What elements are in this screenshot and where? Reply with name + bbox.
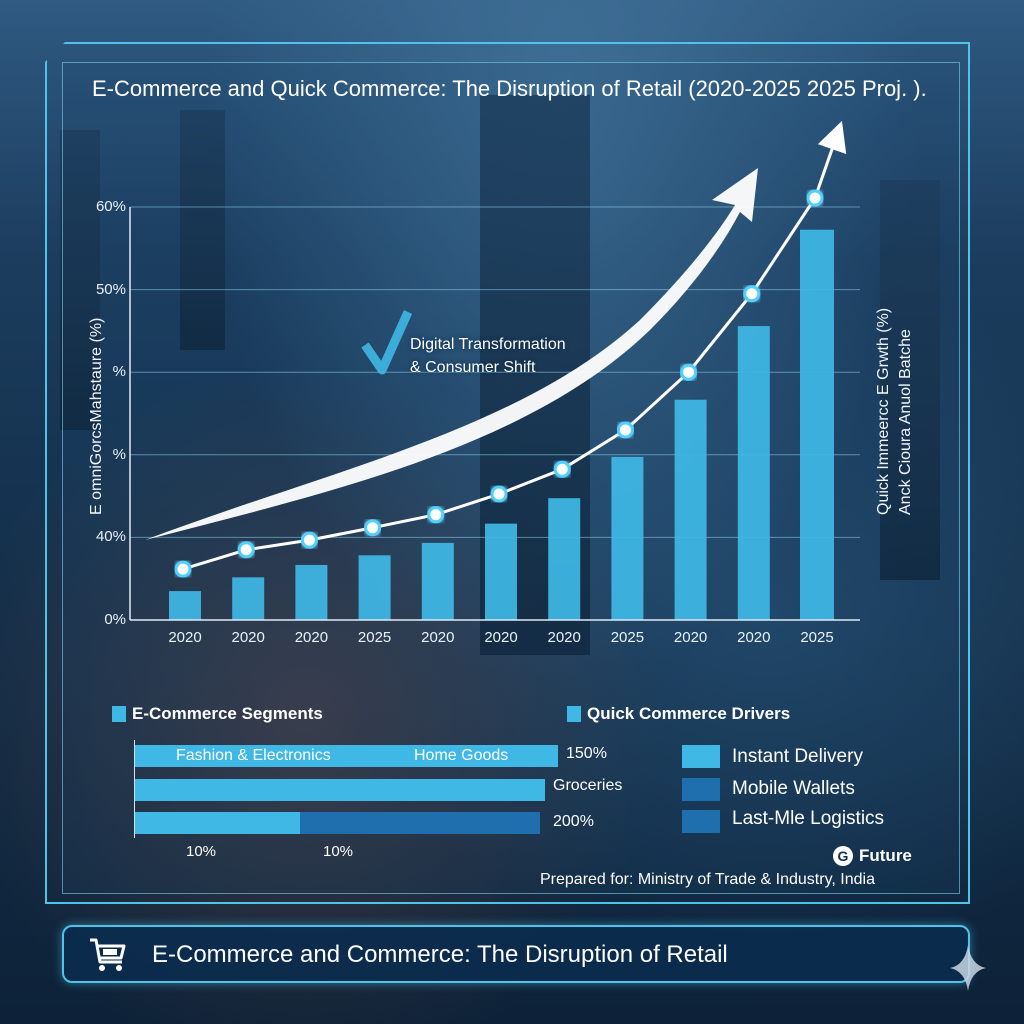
segment-end-label-2: Groceries (553, 777, 623, 794)
line-point (427, 506, 445, 524)
segments-header: E-Commerce Segments (112, 704, 323, 724)
right-axis-title-line1: Quick Immeercc E Grwth (%) (875, 307, 892, 515)
y-tick-label: 60% (95, 198, 126, 215)
right-axis-title-line2: Anck Cioura Anuol Batche (897, 329, 914, 515)
annotation: Digital Transformation & Consumer Shift (410, 333, 566, 379)
x-tick-label: 2020 (168, 629, 202, 646)
drivers-header: Quick Commerce Drivers (567, 704, 790, 724)
x-tick-label: 2025 (610, 629, 645, 646)
y-tick-label: % (112, 363, 126, 381)
segment-axis-label: 10% (186, 843, 217, 860)
outer-frame (45, 42, 970, 904)
shopping-cart-icon (90, 938, 126, 971)
legend-label-last-mile: Last-Mle Logistics (732, 808, 885, 829)
segment-bar-1 (135, 745, 558, 767)
y-tick-label: % (112, 445, 126, 463)
x-tick-label: 2020 (421, 629, 455, 646)
bar (421, 542, 454, 620)
legend-swatch-last-mile (682, 810, 720, 833)
segment-end-label-3: 200% (553, 813, 594, 830)
x-tick-label: 2020 (673, 629, 708, 646)
line-point (680, 363, 698, 381)
growth-line (182, 120, 847, 571)
x-tick-label: 2025 (357, 629, 392, 646)
y-tick-label: 50% (95, 280, 126, 298)
segment-end-label-1: 150% (566, 745, 607, 762)
x-tick-label: 2020 (231, 629, 265, 646)
segment-bar-3-dark (300, 812, 540, 834)
prepared-for: Prepared for: Ministry of Trade & Indust… (540, 871, 875, 888)
x-tick-label: 2020 (484, 629, 518, 646)
footer-banner: E-Commerce and Commerce: The Disruption … (62, 925, 970, 983)
segment-bar-2 (135, 779, 545, 801)
checkmark-icon (361, 310, 413, 375)
annotation-line1: Digital Transformation (410, 336, 566, 353)
segment-label-fashion: Fashion & Electronics (176, 747, 331, 764)
segment-axis-label: 10% (323, 843, 354, 860)
bar (737, 326, 770, 620)
bar (548, 498, 581, 620)
drivers-header-text: Quick Commerce Drivers (587, 704, 791, 723)
brand-logo: G Future (833, 846, 912, 866)
legend-swatch-instant-delivery (682, 745, 720, 768)
line-point (806, 189, 824, 207)
bar (611, 456, 644, 620)
bar (800, 229, 834, 620)
y-tick-label: 0% (104, 611, 126, 628)
segment-bar-3-light (135, 812, 300, 834)
bar (358, 555, 391, 620)
segments-marker-icon (112, 706, 126, 722)
y-axis-title: E omniGorcsMahstaure (%) (88, 317, 105, 515)
bar (232, 577, 265, 620)
annotation-line2: & Consumer Shift (410, 359, 536, 376)
x-tick-label: 2020 (294, 629, 329, 646)
drivers-marker-icon (567, 706, 581, 722)
brand-name: Future (859, 846, 912, 865)
segments-header-text: E-Commerce Segments (132, 704, 323, 723)
line-point (553, 460, 571, 478)
legend-label-instant-delivery: Instant Delivery (732, 746, 863, 767)
background-building (60, 130, 100, 430)
line-point (490, 485, 508, 503)
bar (485, 523, 517, 620)
y-tick-label: 40% (95, 528, 126, 546)
bar (674, 399, 707, 620)
banner-text: E-Commerce and Commerce: The Disruption … (152, 941, 728, 968)
line-point (743, 285, 761, 303)
bar (295, 564, 328, 620)
x-tick-label: 2025 (800, 629, 834, 646)
chart-title: E-Commerce and Quick Commerce: The Disru… (92, 76, 927, 101)
segments-axis (134, 740, 135, 838)
sparkle-icon (950, 945, 986, 991)
legend-label-mobile-wallets: Mobile Wallets (732, 778, 855, 799)
line-point (616, 421, 634, 439)
segment-label-home: Home Goods (414, 747, 509, 764)
x-tick-label: 2020 (737, 629, 771, 646)
x-tick-label: 2020 (547, 629, 581, 646)
bar (169, 591, 201, 620)
line-point (364, 519, 382, 537)
background-building (180, 110, 225, 350)
line-point (300, 531, 318, 549)
line-point (237, 541, 255, 559)
line-point (174, 560, 192, 578)
legend-swatch-mobile-wallets (682, 778, 720, 801)
background-building (880, 180, 940, 580)
brand-logo-icon: G (833, 846, 853, 866)
